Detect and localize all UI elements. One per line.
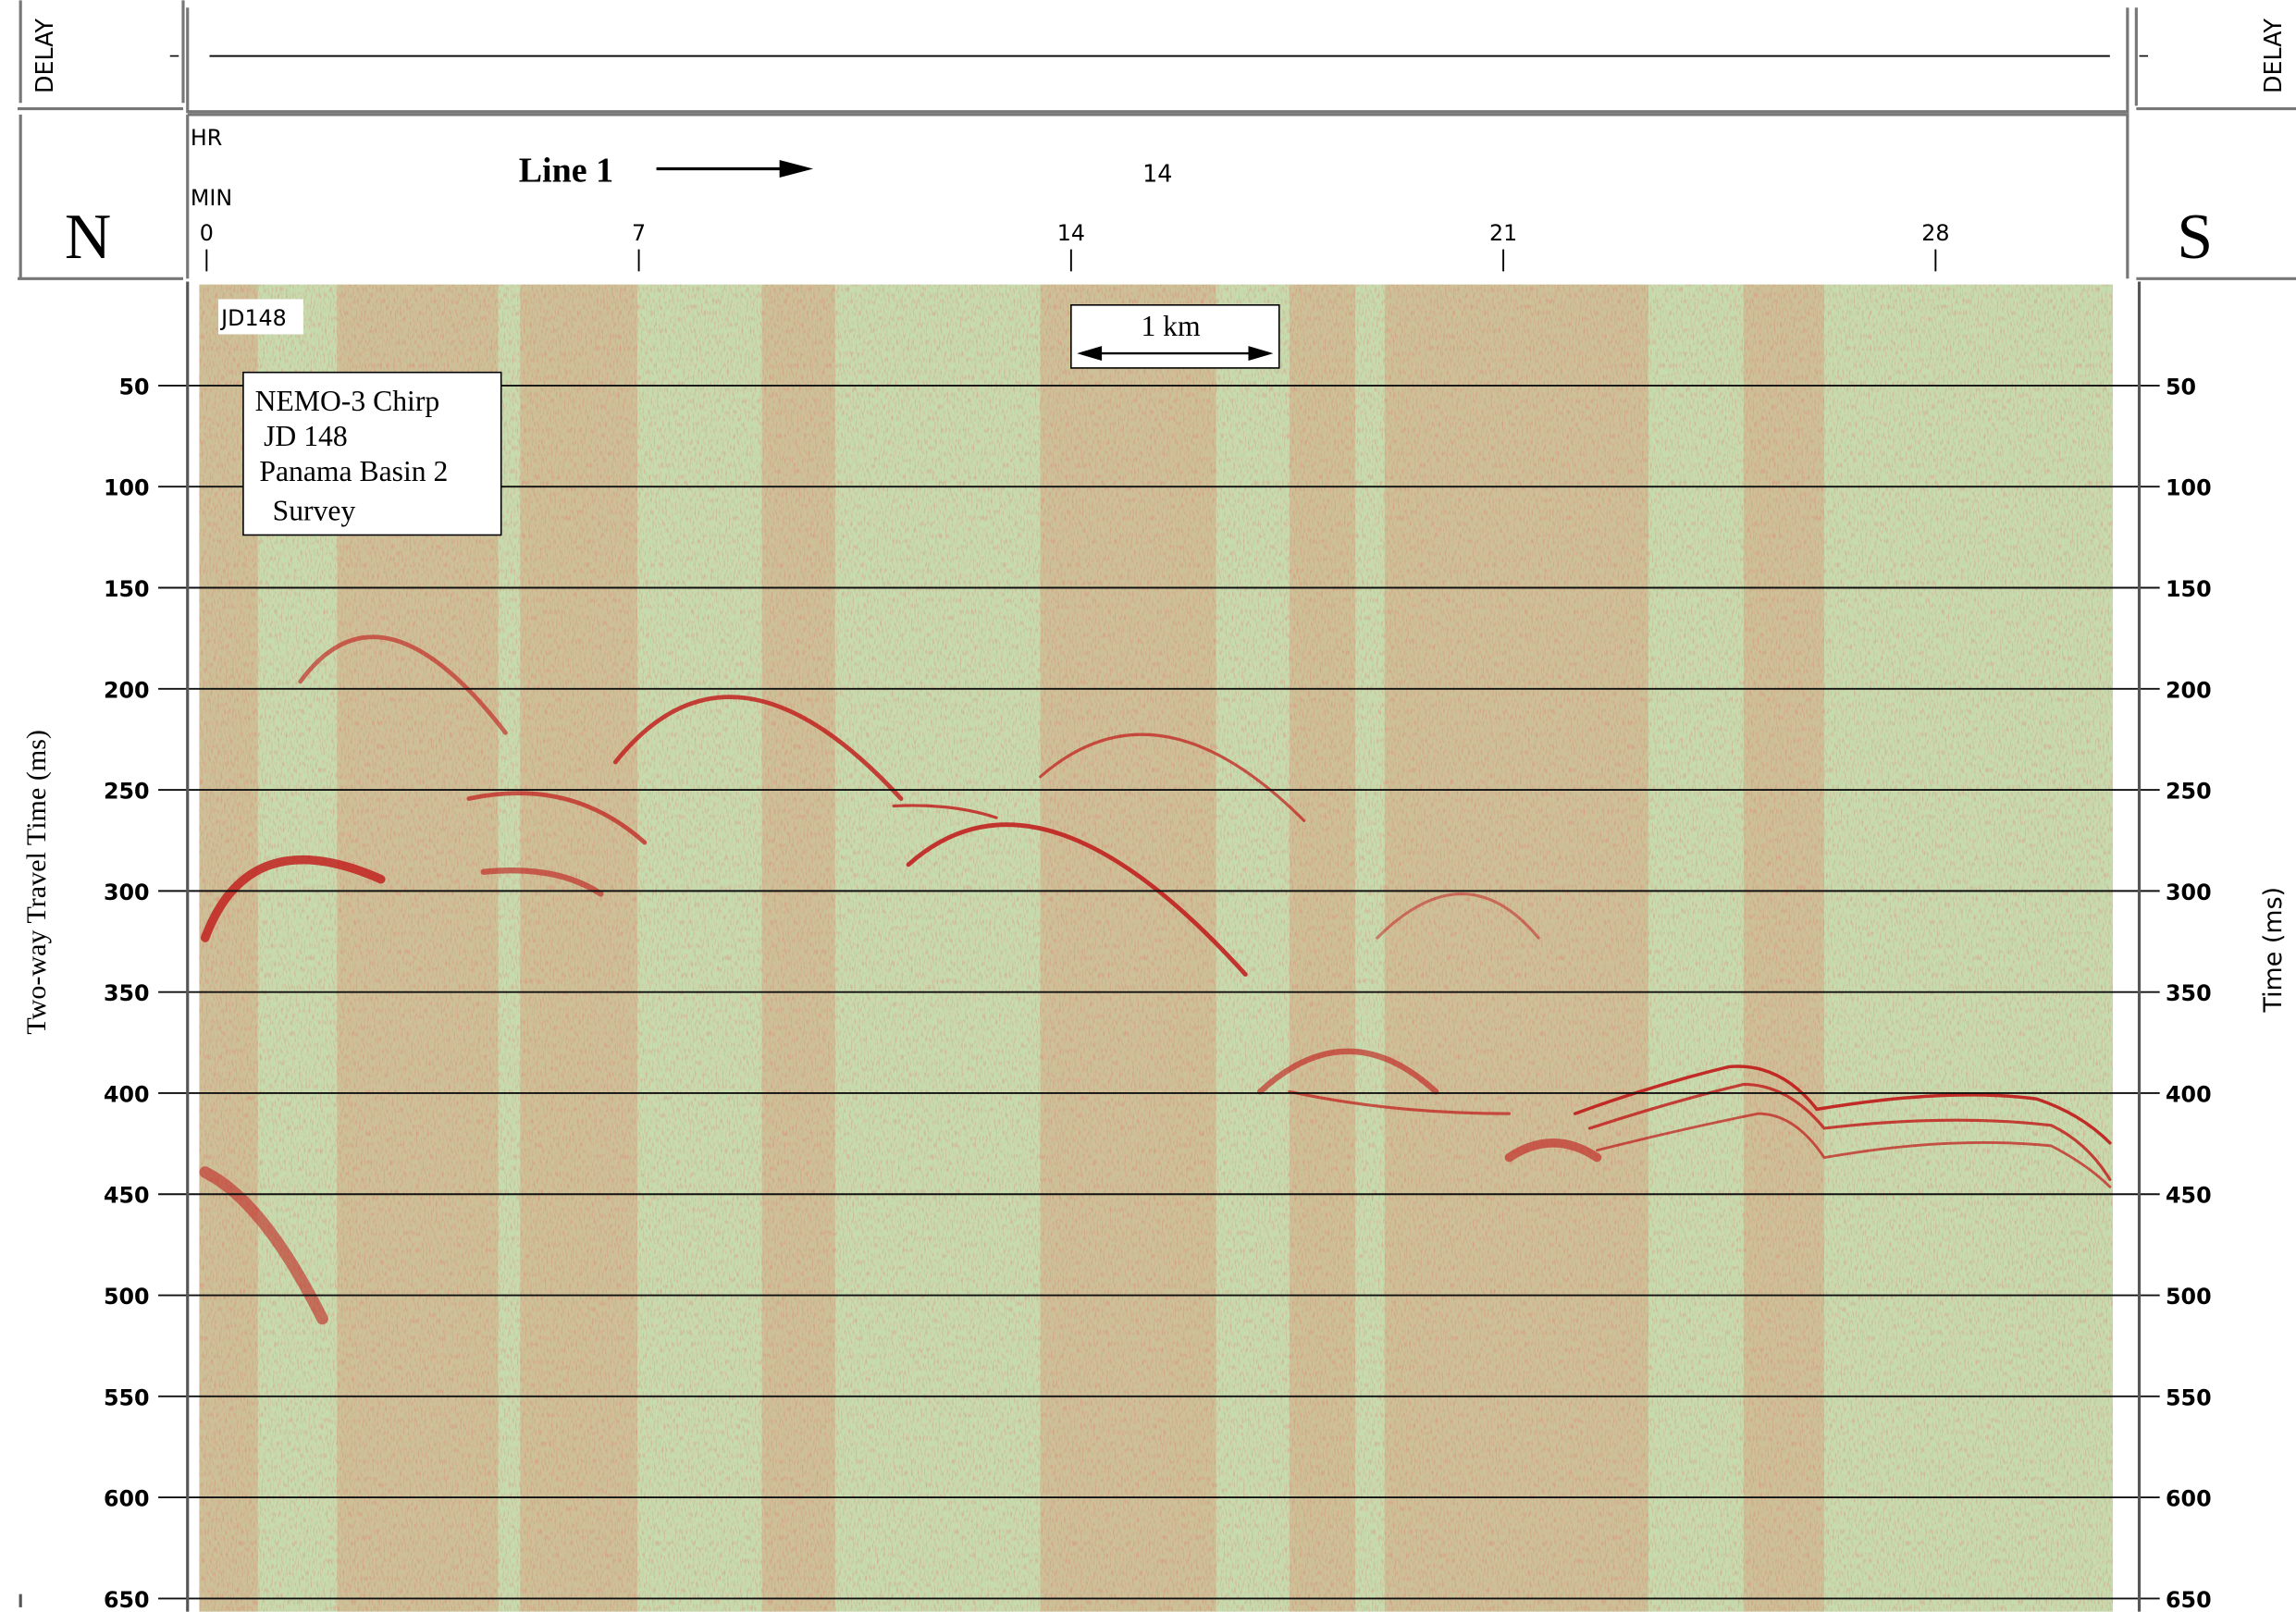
info-line: Panama Basin 2 xyxy=(259,455,448,487)
y2-tick-label: 350 xyxy=(2166,980,2212,1006)
day-label-box xyxy=(218,299,303,335)
y-tick-label: 550 xyxy=(104,1384,150,1410)
info-line: NEMO-3 Chirp xyxy=(255,385,440,417)
minute-label: MIN xyxy=(191,185,232,211)
y2-tick-label: 100 xyxy=(2166,475,2212,501)
y2-tick-label: 300 xyxy=(2166,880,2212,905)
header-frame xyxy=(18,113,2296,280)
y2-tick-label: 50 xyxy=(2166,374,2196,400)
info-line: JD 148 xyxy=(264,420,348,452)
delay-label: DELAY xyxy=(2259,18,2287,93)
scale-label: 1 km xyxy=(1141,310,1201,342)
delay-strip xyxy=(18,0,2296,114)
minor-ticks-left xyxy=(158,284,179,1612)
direction-arrow xyxy=(656,159,814,178)
y-tick-label: 450 xyxy=(104,1183,150,1209)
y-tick-label: 400 xyxy=(104,1081,150,1107)
line-label: Line 1 xyxy=(519,152,613,191)
delay-label: DELAY xyxy=(31,18,58,93)
seismic-section xyxy=(199,284,2114,1612)
y-tick-label: 150 xyxy=(104,576,150,602)
y-tick-label: 300 xyxy=(104,880,150,905)
south-label: S xyxy=(2177,202,2213,273)
y-tick-label: 600 xyxy=(104,1486,150,1512)
y-tick-label: 500 xyxy=(104,1284,150,1310)
hour-label: HR xyxy=(191,125,222,151)
y-tick-label: 650 xyxy=(104,1587,150,1612)
info-box xyxy=(242,371,502,536)
y2-tick-label: 500 xyxy=(2166,1284,2212,1310)
left-axis-title: Two-way Travel Time (ms) xyxy=(20,730,52,1035)
north-label: N xyxy=(65,202,111,273)
y2-tick-label: 400 xyxy=(2166,1081,2212,1107)
y2-tick-label: 250 xyxy=(2166,779,2212,805)
scale-box xyxy=(1070,304,1280,369)
y-tick-label: 250 xyxy=(104,779,150,805)
y2-tick-label: 550 xyxy=(2166,1384,2212,1410)
y-tick-label: 50 xyxy=(118,374,149,400)
minute-tick-label: 14 xyxy=(1057,220,1085,246)
hour-value: 14 xyxy=(1142,160,1172,188)
y-tick-label: 350 xyxy=(104,980,150,1006)
y2-tick-label: 450 xyxy=(2166,1183,2212,1209)
minute-tick-label: 7 xyxy=(632,220,646,246)
info-line: Survey xyxy=(273,495,356,527)
minute-tick-label: 28 xyxy=(1921,220,1949,246)
y2-tick-label: 200 xyxy=(2166,677,2212,703)
y2-tick-label: 150 xyxy=(2166,576,2212,602)
y2-tick-label: 600 xyxy=(2166,1486,2212,1512)
y-tick-label: 200 xyxy=(104,677,150,703)
y-tick-label: 100 xyxy=(104,475,150,501)
y2-tick-label: 650 xyxy=(2166,1587,2212,1612)
minute-tick-label: 21 xyxy=(1489,220,1517,246)
day-label: JD148 xyxy=(219,305,287,331)
minute-tick-label: 0 xyxy=(200,220,214,246)
right-axis-title: Time (ms) xyxy=(2259,887,2288,1014)
